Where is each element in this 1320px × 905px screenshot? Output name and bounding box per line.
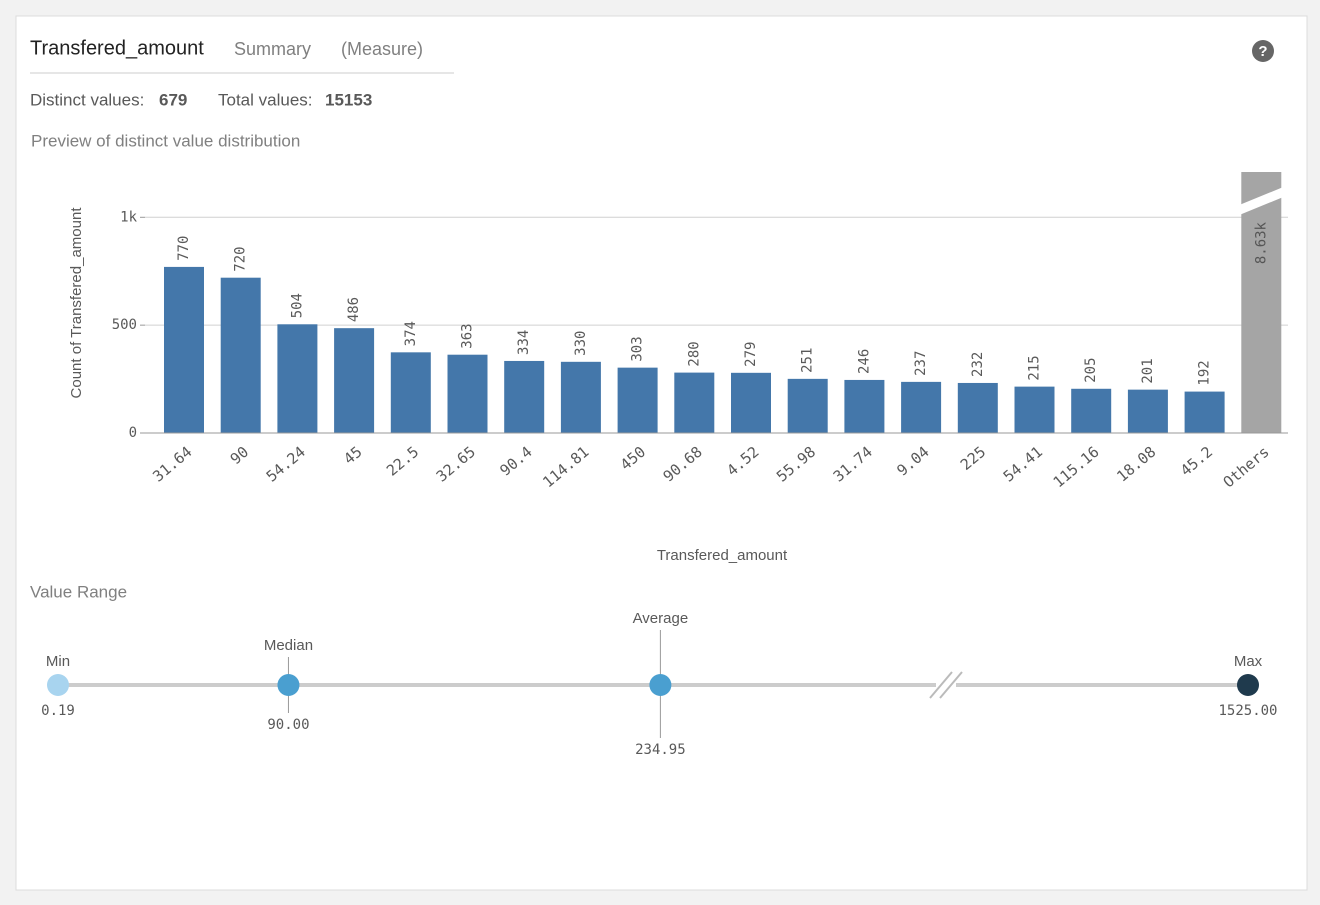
value-label: 215 — [1027, 355, 1043, 380]
value-label: 303 — [630, 336, 646, 361]
help-icon[interactable] — [1252, 40, 1274, 62]
help-glyph[interactable]: ? — [1258, 43, 1267, 60]
bar — [504, 360, 545, 433]
bar — [901, 381, 942, 433]
bar — [447, 354, 488, 433]
bar — [277, 324, 318, 433]
axis-break — [1239, 187, 1284, 215]
y-tick-label: 1k — [120, 209, 137, 225]
range-value: 0.19 — [41, 703, 75, 719]
value-label: 251 — [800, 348, 816, 373]
range-label: Average — [633, 610, 689, 627]
total-value: 15153 — [325, 90, 372, 109]
value-label: 237 — [913, 351, 929, 376]
x-axis-label: Transfered_amount — [657, 547, 788, 564]
value-label: 486 — [346, 297, 362, 322]
value-label: 279 — [743, 342, 759, 367]
value-label: 232 — [970, 352, 986, 377]
distinct-label: Distinct values: — [30, 90, 144, 109]
bar — [334, 328, 375, 433]
bar — [787, 378, 828, 433]
value-label: 280 — [686, 341, 702, 366]
chart-title: Preview of distinct value distribution — [31, 131, 300, 150]
range-title: Value Range — [30, 582, 127, 601]
card — [15, 15, 1308, 891]
range-break-gap — [936, 681, 956, 689]
bar — [674, 372, 715, 433]
bar — [1184, 391, 1225, 433]
bar — [957, 382, 998, 433]
field-name: Transfered_amount — [30, 37, 204, 59]
bar — [617, 367, 658, 433]
range-point — [277, 674, 300, 696]
bar — [220, 277, 261, 433]
total-label: Total values: — [218, 90, 313, 109]
range-value: 1525.00 — [1218, 703, 1277, 719]
range-label: Median — [264, 637, 313, 654]
value-label: 504 — [289, 293, 305, 318]
range-value: 234.95 — [635, 742, 686, 758]
y-tick-label: 0 — [129, 425, 137, 441]
range-point — [649, 674, 672, 696]
bar — [560, 361, 601, 433]
value-label: 330 — [573, 331, 589, 356]
kind-label: (Measure) — [341, 39, 423, 59]
y-axis-label: Count of Transfered_amount — [68, 207, 85, 399]
range-label: Max — [1234, 653, 1263, 670]
y-tick-label: 500 — [112, 317, 137, 333]
bar — [1241, 172, 1282, 433]
range-break — [939, 671, 963, 699]
bar — [1127, 389, 1168, 433]
range-label: Min — [46, 653, 70, 670]
value-label: 720 — [233, 246, 249, 271]
bar — [1071, 388, 1112, 433]
range-value: 90.00 — [267, 717, 309, 733]
bar — [844, 379, 885, 433]
bar — [1014, 386, 1055, 433]
value-label: 334 — [516, 330, 532, 355]
value-label: 192 — [1197, 360, 1213, 385]
bar — [164, 266, 204, 433]
value-label: 770 — [176, 236, 192, 261]
value-label: 201 — [1140, 358, 1156, 383]
value-label: 363 — [460, 323, 476, 348]
bar — [731, 372, 771, 433]
bar — [390, 352, 431, 433]
range-point — [47, 674, 69, 696]
value-label: 205 — [1083, 357, 1099, 382]
value-label: 8.63k — [1253, 221, 1269, 264]
distinct-value: 679 — [159, 90, 187, 109]
value-label: 374 — [403, 321, 419, 346]
summary-label: Summary — [234, 39, 311, 59]
value-label: 246 — [856, 349, 872, 374]
range-break — [929, 671, 953, 699]
range-point — [1237, 674, 1259, 696]
